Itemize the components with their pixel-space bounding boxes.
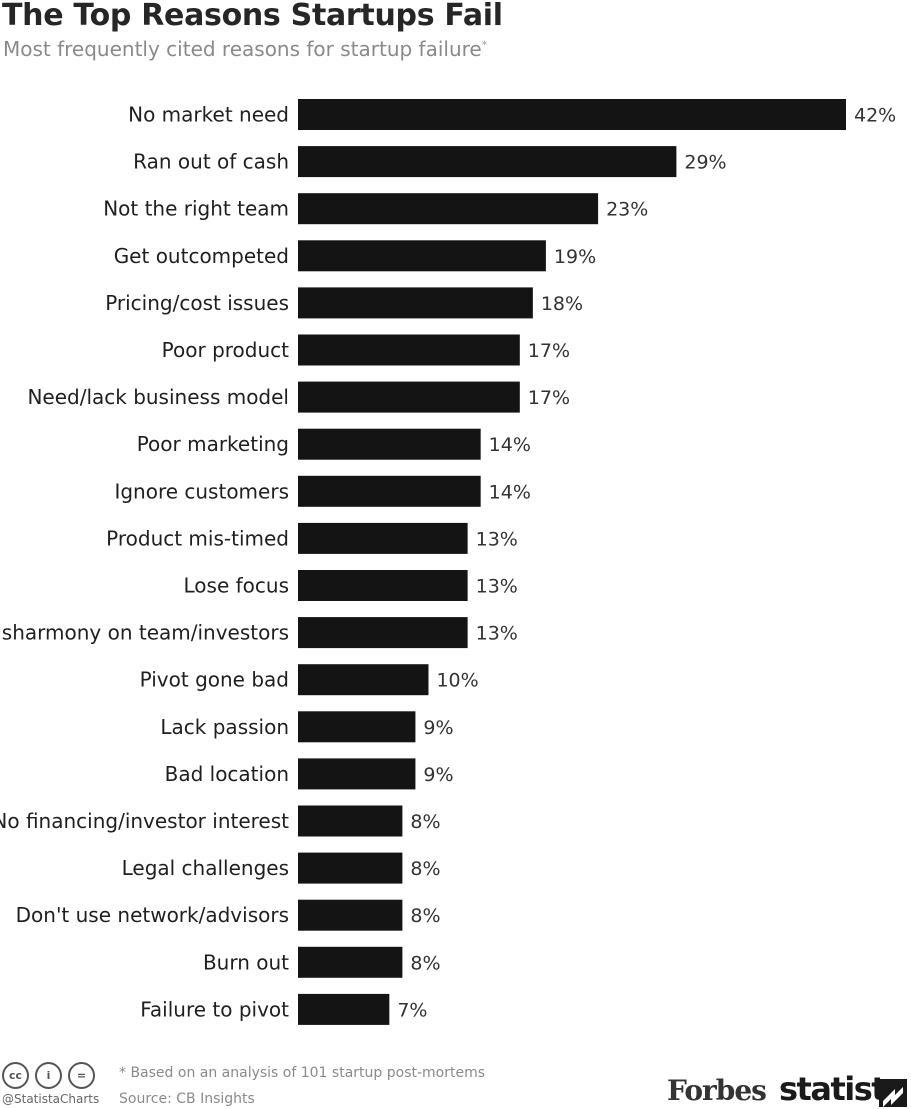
- bar[interactable]: [298, 287, 533, 319]
- bar[interactable]: [298, 240, 546, 272]
- subtitle-text: Most frequently cited reasons for startu…: [3, 37, 482, 61]
- bar[interactable]: [298, 805, 403, 837]
- source-link[interactable]: Source: CB Insights: [119, 1091, 255, 1107]
- value-label: 8%: [410, 858, 440, 880]
- category-label: Pivot gone bad: [140, 668, 289, 692]
- bar[interactable]: [298, 475, 481, 507]
- category-label: Ran out of cash: [133, 150, 289, 174]
- value-label: 19%: [554, 246, 596, 268]
- cc-icon[interactable]: cc: [2, 1062, 29, 1089]
- category-label: Burn out: [203, 950, 289, 974]
- no-derivatives-icon[interactable]: =: [68, 1062, 95, 1089]
- value-label: 18%: [541, 293, 583, 315]
- bar[interactable]: [298, 617, 468, 649]
- category-label: No market need: [128, 103, 289, 127]
- footnote: * Based on an analysis of 101 startup po…: [119, 1065, 486, 1081]
- value-label: 23%: [606, 199, 648, 221]
- value-label: 17%: [528, 387, 570, 409]
- value-label: 8%: [410, 811, 440, 833]
- value-label: 14%: [489, 434, 531, 456]
- chart-subtitle: Most frequently cited reasons for startu…: [3, 37, 487, 61]
- value-label: 29%: [684, 152, 726, 174]
- bar[interactable]: [298, 852, 403, 884]
- bar[interactable]: [298, 146, 677, 178]
- category-label: Disharmony on team/investors: [0, 621, 289, 645]
- bar[interactable]: [298, 899, 403, 931]
- bar[interactable]: [298, 522, 468, 554]
- chart-title: The Top Reasons Startups Fail: [2, 0, 503, 33]
- category-label: Failure to pivot: [140, 997, 289, 1021]
- value-label: 17%: [528, 340, 570, 362]
- bar[interactable]: [298, 993, 390, 1025]
- value-label: 42%: [854, 105, 896, 127]
- value-label: 10%: [436, 670, 478, 692]
- category-label: No financing/investor interest: [0, 809, 289, 833]
- category-label: Poor marketing: [137, 432, 289, 456]
- bar[interactable]: [298, 758, 416, 790]
- bar-chart: No market need 42% Ran out of cash 29% Not t…: [0, 99, 896, 1025]
- category-label: Ignore customers: [114, 479, 289, 503]
- license-icons: cc i =: [2, 1062, 95, 1089]
- subtitle-footnote-mark: *: [481, 38, 488, 52]
- value-label: 9%: [423, 717, 453, 739]
- category-label: Product mis-timed: [106, 526, 289, 550]
- statista-mark-icon: [879, 1079, 907, 1107]
- attribution-icon[interactable]: i: [35, 1062, 62, 1089]
- category-label: Pricing/cost issues: [105, 291, 289, 315]
- bar[interactable]: [298, 381, 520, 413]
- category-label: Bad location: [165, 762, 289, 786]
- bar[interactable]: [298, 711, 416, 743]
- bar[interactable]: [298, 99, 846, 130]
- statista-handle[interactable]: @StatistaCharts: [2, 1092, 100, 1106]
- value-label: 13%: [476, 623, 518, 645]
- forbes-logo[interactable]: Forbes: [667, 1074, 767, 1107]
- bar[interactable]: [298, 193, 599, 225]
- category-label: Get outcompeted: [114, 244, 289, 268]
- bar[interactable]: [298, 946, 403, 978]
- value-label: 14%: [489, 481, 531, 503]
- category-label: Lose focus: [184, 574, 289, 598]
- category-label: Poor product: [162, 338, 289, 362]
- value-label: 9%: [423, 764, 453, 786]
- bar[interactable]: [298, 334, 520, 366]
- category-label: Not the right team: [103, 197, 289, 221]
- value-label: 7%: [397, 999, 427, 1021]
- bar[interactable]: [298, 570, 468, 601]
- category-label: Need/lack business model: [27, 385, 289, 409]
- value-label: 13%: [476, 576, 518, 598]
- bar[interactable]: [298, 428, 481, 460]
- category-label: Lack passion: [160, 715, 289, 739]
- category-label: Don't use network/advisors: [16, 903, 289, 927]
- bar[interactable]: [298, 664, 429, 696]
- value-label: 8%: [410, 905, 440, 927]
- value-label: 13%: [476, 528, 518, 550]
- category-label: Legal challenges: [122, 856, 289, 880]
- value-label: 8%: [410, 952, 440, 974]
